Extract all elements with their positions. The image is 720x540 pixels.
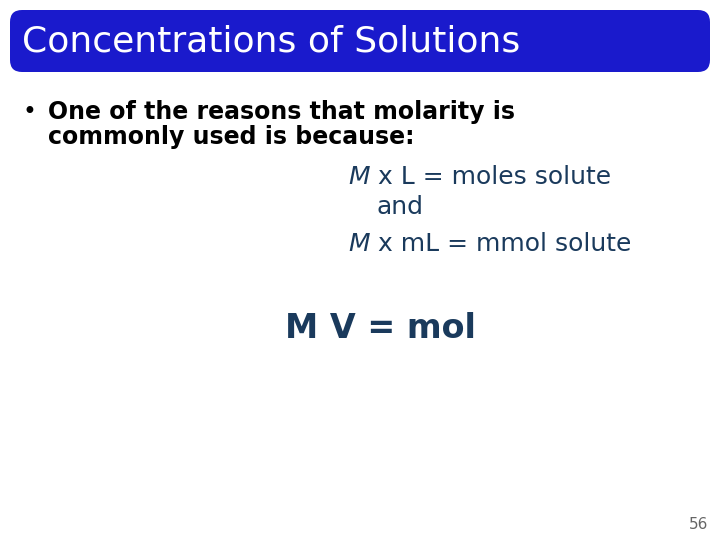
Text: One of the reasons that molarity is: One of the reasons that molarity is	[48, 100, 515, 124]
Text: commonly used is because:: commonly used is because:	[48, 125, 415, 149]
Text: x L = moles solute: x L = moles solute	[370, 165, 611, 189]
Text: •: •	[22, 100, 36, 124]
Text: M: M	[348, 232, 370, 256]
Text: x mL = mmol solute: x mL = mmol solute	[370, 232, 631, 256]
Text: 56: 56	[688, 517, 708, 532]
FancyBboxPatch shape	[10, 10, 710, 72]
Text: M: M	[348, 165, 370, 189]
Text: Concentrations of Solutions: Concentrations of Solutions	[22, 24, 521, 58]
Text: and: and	[377, 195, 423, 219]
Text: M V = mol: M V = mol	[284, 312, 475, 345]
